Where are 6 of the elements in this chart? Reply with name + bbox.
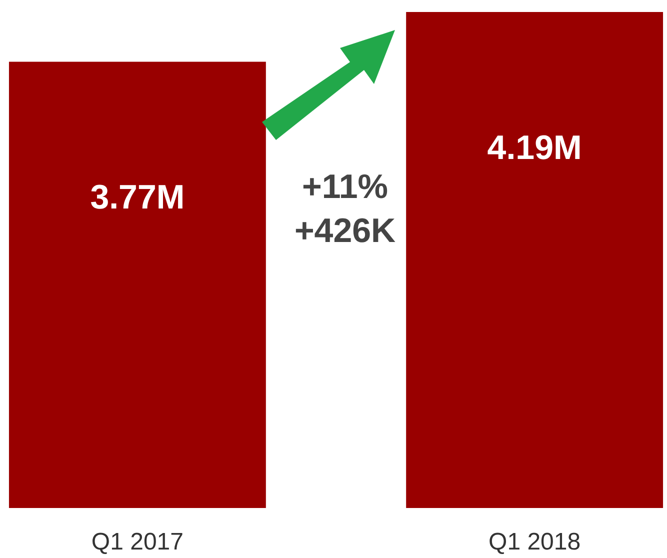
x-tick-label: Q1 2018 <box>488 528 581 556</box>
x-tick-label: Q1 2017 <box>91 528 184 556</box>
data-label: 4.19M <box>487 129 582 167</box>
data-label: 3.77M <box>90 178 185 217</box>
annotation: +11% <box>302 168 388 206</box>
annotation: +426K <box>294 212 396 250</box>
